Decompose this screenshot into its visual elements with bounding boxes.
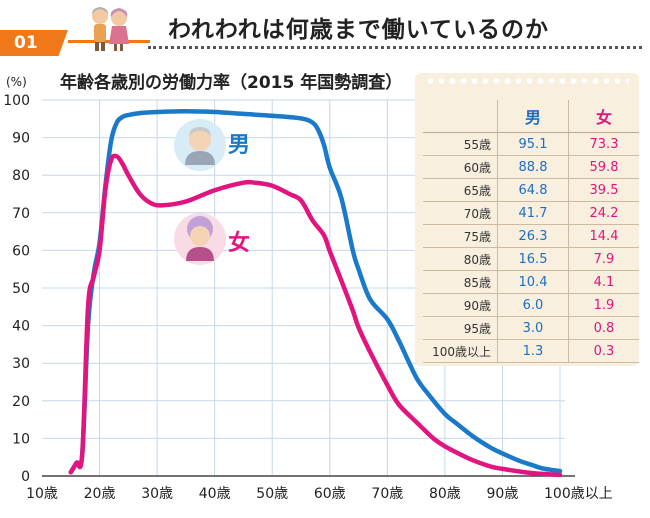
table-cell-female: 1.9 xyxy=(568,293,639,317)
table-cell-age: 95歳 xyxy=(423,316,498,340)
table-cell-female: 14.4 xyxy=(568,224,639,248)
page-title: われわれは何歳まで働いているのか xyxy=(168,17,550,43)
table-row: 75歳 26.3 14.4 xyxy=(423,224,639,248)
table-cell-age: 70歳 xyxy=(423,201,498,225)
x-tick-label: 80歳 xyxy=(429,486,461,502)
table-cell-female: 59.8 xyxy=(568,155,639,179)
series-label-female: 女 xyxy=(228,230,250,256)
table-cell-male: 41.7 xyxy=(497,201,569,225)
chart-title: 年齢各歳別の労働力率（2015 年国勢調査） xyxy=(60,73,403,93)
elderly-woman-icon xyxy=(174,213,226,265)
table-cell-male: 10.4 xyxy=(497,270,569,294)
y-tick-label: 70 xyxy=(12,206,30,222)
table-header-female: 女 xyxy=(568,100,639,133)
elderly-man-icon xyxy=(174,119,226,171)
x-axis-ticks: 10歳 20歳 30歳 40歳 50歳 60歳 70歳 80歳 90歳 100歳以上 xyxy=(26,486,613,502)
table-cell-age: 55歳 xyxy=(423,132,498,156)
y-tick-label: 0 xyxy=(21,469,30,485)
x-tick-label: 60歳 xyxy=(314,486,346,502)
table-cell-age: 85歳 xyxy=(423,270,498,294)
section-badge: 01 xyxy=(0,30,68,56)
series-label-male: 男 xyxy=(228,133,250,158)
table-cell-age: 80歳 xyxy=(423,247,498,271)
table-cell-female: 73.3 xyxy=(568,132,639,156)
table-row: 95歳 3.0 0.8 xyxy=(423,316,639,340)
x-tick-label: 70歳 xyxy=(371,486,403,502)
x-tick-label: 30歳 xyxy=(141,486,173,502)
data-table-card: 男 女 55歳 95.1 73.3 60歳 88.8 59.8 65歳 64.8 39.5 70歳… xyxy=(415,73,639,366)
y-tick-label: 90 xyxy=(12,131,30,147)
table-cell-male: 88.8 xyxy=(497,155,569,179)
y-tick-label: 30 xyxy=(12,356,30,372)
table-cell-female: 7.9 xyxy=(568,247,639,271)
table-cell-male: 1.3 xyxy=(497,339,569,363)
table-row: 55歳 95.1 73.3 xyxy=(423,132,639,156)
table-cell-male: 16.5 xyxy=(497,247,569,271)
notepad-holes xyxy=(425,77,629,85)
elderly-couple-icon xyxy=(92,7,129,51)
x-tick-label: 100歳以上 xyxy=(544,486,613,502)
table-row: 85歳 10.4 4.1 xyxy=(423,270,639,294)
table-cell-age: 60歳 xyxy=(423,155,498,179)
table-cell-female: 4.1 xyxy=(568,270,639,294)
table-cell-male: 95.1 xyxy=(497,132,569,156)
table-cell-female: 0.3 xyxy=(568,339,639,363)
table-header-male: 男 xyxy=(497,100,569,133)
table-cell-age: 65歳 xyxy=(423,178,498,202)
labor-rate-table: 男 女 55歳 95.1 73.3 60歳 88.8 59.8 65歳 64.8 39.5 70歳… xyxy=(423,100,639,363)
title-divider xyxy=(148,46,642,49)
y-tick-label: 20 xyxy=(12,394,30,410)
x-tick-label: 50歳 xyxy=(256,486,288,502)
table-cell-male: 3.0 xyxy=(497,316,569,340)
series-line-female xyxy=(68,153,563,478)
y-tick-label: 40 xyxy=(12,319,30,335)
table-row: 65歳 64.8 39.5 xyxy=(423,178,639,202)
y-axis-ticks: 0 10 20 30 40 50 60 70 80 90 100 xyxy=(3,93,30,485)
table-cell-age: 90歳 xyxy=(423,293,498,317)
x-tick-label: 20歳 xyxy=(84,486,116,502)
table-cell-age: 75歳 xyxy=(423,224,498,248)
y-tick-label: 60 xyxy=(12,243,30,259)
y-tick-label: 100 xyxy=(3,93,30,109)
table-cell-female: 0.8 xyxy=(568,316,639,340)
table-cell-male: 64.8 xyxy=(497,178,569,202)
table-cell-male: 6.0 xyxy=(497,293,569,317)
table-row: 60歳 88.8 59.8 xyxy=(423,155,639,179)
table-header-age xyxy=(423,100,498,133)
table-cell-male: 26.3 xyxy=(497,224,569,248)
y-axis-unit: (%) xyxy=(6,75,27,89)
table-row: 90歳 6.0 1.9 xyxy=(423,293,639,317)
table-cell-female: 24.2 xyxy=(568,201,639,225)
table-row: 100歳以上 1.3 0.3 xyxy=(423,339,639,363)
y-tick-label: 10 xyxy=(12,431,30,447)
x-tick-label: 40歳 xyxy=(199,486,231,502)
y-tick-label: 80 xyxy=(12,168,30,184)
x-tick-label: 90歳 xyxy=(487,486,519,502)
table-cell-female: 39.5 xyxy=(568,178,639,202)
y-tick-label: 50 xyxy=(12,281,30,297)
x-tick-label: 10歳 xyxy=(26,486,58,502)
badge-underline xyxy=(68,40,150,43)
table-row: 80歳 16.5 7.9 xyxy=(423,247,639,271)
table-cell-age: 100歳以上 xyxy=(423,339,498,363)
table-row: 70歳 41.7 24.2 xyxy=(423,201,639,225)
